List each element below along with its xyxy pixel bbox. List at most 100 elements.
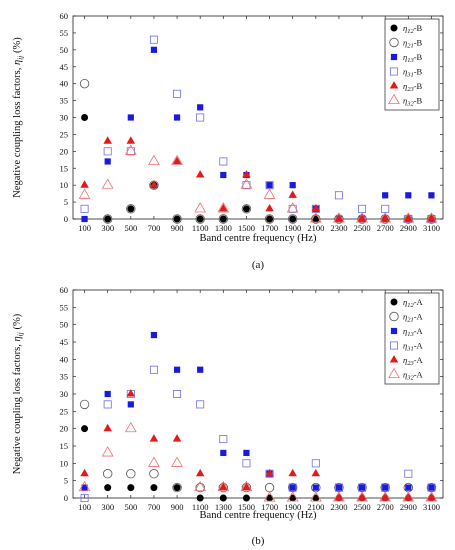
- data-point: [219, 494, 227, 502]
- data-point: [288, 468, 297, 477]
- x-tick-label: 1900: [284, 502, 301, 512]
- data-point: [195, 468, 205, 477]
- legend-marker: [389, 81, 399, 89]
- data-point: [149, 180, 159, 188]
- x-tick-label: 300: [101, 223, 114, 233]
- data-point: [194, 480, 207, 492]
- data-point: [173, 114, 181, 121]
- data-point: [334, 191, 343, 200]
- legend-label: η13-B: [403, 52, 423, 64]
- data-point: [104, 215, 112, 223]
- data-point: [289, 215, 297, 223]
- legend: η12-B η21-B η13-B η31-B η23-B η32-B: [384, 18, 440, 111]
- data-point: [79, 399, 90, 410]
- x-tick-label: 2100: [307, 223, 324, 233]
- data-point: [427, 214, 436, 222]
- data-point: [173, 484, 181, 492]
- data-point: [104, 158, 111, 165]
- legend-marker: [389, 37, 399, 48]
- data-point: [379, 212, 392, 223]
- data-point: [78, 480, 91, 492]
- data-point: [240, 480, 253, 492]
- data-point: [80, 493, 89, 502]
- data-point: [242, 494, 250, 502]
- legend-label: η32-B: [403, 96, 423, 108]
- data-point: [127, 401, 134, 408]
- legend-marker: [388, 93, 400, 105]
- x-tick-label: 900: [171, 223, 184, 233]
- data-point: [220, 449, 227, 457]
- data-point: [102, 469, 113, 479]
- data-point: [173, 215, 181, 223]
- x-tick-label: 1300: [215, 502, 232, 512]
- y-tick-label: 20: [60, 146, 69, 156]
- data-point: [194, 202, 207, 213]
- x-tick-label: 2900: [400, 502, 417, 512]
- legend: η12-A η21-A η13-A η31-A η23-A η32-A: [384, 292, 440, 385]
- data-point: [380, 493, 390, 501]
- data-point: [311, 468, 321, 477]
- data-point: [219, 482, 228, 491]
- data-point: [264, 214, 275, 224]
- data-point: [263, 491, 276, 502]
- data-point: [357, 214, 367, 222]
- data-point: [148, 154, 160, 166]
- x-axis-label: Band centre frequency (Hz): [200, 510, 317, 521]
- data-point: [127, 205, 135, 213]
- y-tick-label: 10: [60, 458, 69, 468]
- data-point: [288, 483, 297, 492]
- data-point: [149, 469, 159, 479]
- data-point: [101, 178, 114, 189]
- x-tick-label: 2500: [354, 223, 371, 233]
- legend-label: η23-A: [403, 355, 424, 367]
- data-point: [173, 366, 181, 373]
- x-tick-label: 1700: [261, 502, 278, 512]
- data-point: [103, 423, 112, 432]
- x-tick-label: 100: [78, 223, 91, 233]
- data-point: [197, 366, 204, 373]
- data-point: [173, 389, 182, 398]
- data-point: [243, 449, 250, 457]
- data-point: [311, 459, 320, 468]
- x-tick-label: 1100: [192, 502, 209, 512]
- data-point: [241, 204, 252, 214]
- y-axis-label: Negative coupling loss factors, ηij (%): [12, 313, 25, 474]
- data-point: [286, 491, 299, 502]
- data-point: [173, 89, 182, 98]
- data-point: [80, 180, 89, 188]
- data-point: [148, 456, 160, 467]
- data-point: [219, 157, 228, 166]
- data-point: [263, 188, 276, 199]
- legend-label: η31-A: [403, 341, 424, 353]
- x-tick-label: 900: [171, 502, 184, 512]
- x-axis-label: Band centre frequency (Hz): [200, 233, 317, 244]
- series-4: [80, 136, 436, 222]
- data-point: [242, 205, 250, 213]
- data-point: [357, 493, 367, 501]
- legend-label: η23-B: [403, 81, 423, 93]
- data-point: [103, 400, 112, 409]
- y-tick-label: 20: [60, 424, 69, 434]
- y-tick-label: 55: [60, 28, 69, 38]
- legend-label: η13-A: [403, 326, 424, 338]
- data-point: [358, 483, 367, 492]
- y-tick-label: 0: [64, 214, 68, 224]
- data-point: [172, 214, 182, 224]
- data-point: [81, 215, 88, 223]
- data-point: [80, 204, 89, 213]
- y-tick-label: 25: [60, 406, 69, 416]
- data-point: [309, 491, 322, 502]
- legend-marker: [388, 367, 400, 379]
- data-point: [124, 144, 137, 155]
- y-tick-label: 40: [60, 79, 69, 89]
- data-point: [427, 483, 436, 492]
- data-point: [126, 204, 136, 214]
- y-tick-label: 15: [60, 163, 69, 173]
- data-point: [104, 390, 111, 398]
- figure-caption: (a): [252, 259, 265, 271]
- y-tick-label: 45: [60, 337, 69, 347]
- y-tick-label: 60: [60, 11, 69, 21]
- data-point: [102, 214, 113, 224]
- data-point: [196, 215, 204, 223]
- data-point: [149, 365, 158, 374]
